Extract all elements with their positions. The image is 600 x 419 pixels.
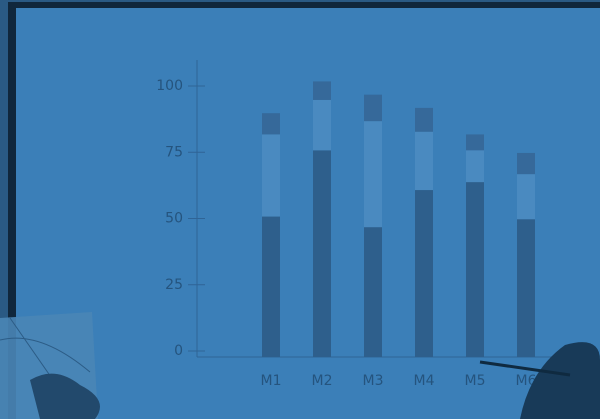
bar-segment [262,134,280,217]
bar-segment [415,190,433,357]
bar-segment [466,182,484,357]
bar-segment [466,134,484,151]
bar-segment [364,121,382,228]
bar-segment [313,81,331,100]
bar-segment [415,107,433,132]
bar-segment [517,219,535,357]
bar-segment [313,99,331,151]
y-tick-label: 0 [174,343,183,359]
y-tick-label: 50 [165,211,183,227]
x-tick-label: M6 [516,373,537,389]
y-tick-label: 100 [156,78,183,94]
x-tick-label: M2 [312,373,333,389]
bar-segment [517,174,535,220]
y-tick-label: 25 [165,277,183,293]
bar-segment [415,131,433,191]
decor [0,312,600,419]
screen [16,8,600,419]
bar-segment [517,152,535,175]
x-tick-label: M1 [261,373,282,389]
bar-segment [262,113,280,135]
x-tick-label: M5 [465,373,486,389]
bar-segment [466,150,484,183]
bar-segment [364,94,382,122]
y-tick-label: 75 [165,144,183,160]
x-tick-label: M4 [414,373,435,389]
bar-segment [262,216,280,357]
bar-segment [313,150,331,357]
x-tick-label: M3 [363,373,384,389]
bar-segment [364,227,382,357]
